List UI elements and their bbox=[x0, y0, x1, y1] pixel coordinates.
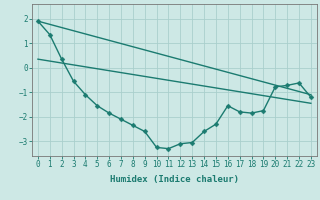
X-axis label: Humidex (Indice chaleur): Humidex (Indice chaleur) bbox=[110, 175, 239, 184]
